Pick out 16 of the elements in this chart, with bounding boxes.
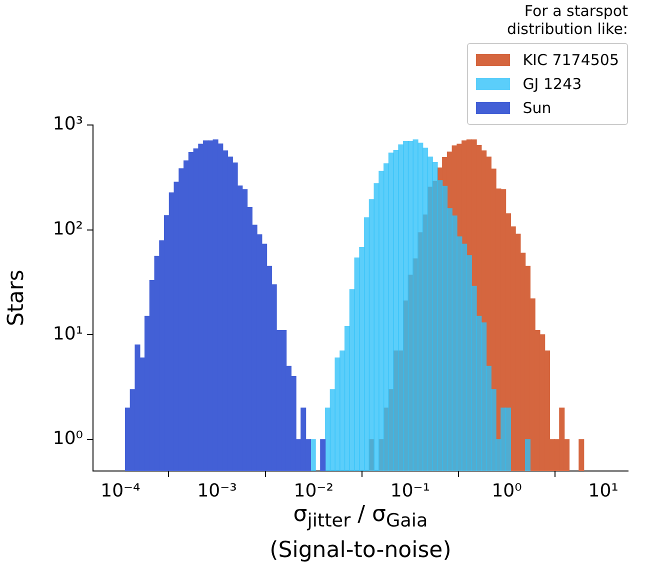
x-tick-label: 10⁰ <box>492 480 522 502</box>
x-tick-label: 10⁻³ <box>197 480 237 502</box>
y-axis-title: Stars <box>4 270 29 326</box>
x-axis-title: σ$_{jitter}$ / σ$_{Gaia}$ (Signal-to-noise) <box>268 501 452 566</box>
x-tick-label: 10¹ <box>588 480 618 502</box>
legend-label: KIC 7174505 <box>522 51 619 69</box>
x-tick-label: 10⁻¹ <box>390 480 430 502</box>
y-tick-label: 10² <box>52 218 83 240</box>
legend-label: Sun <box>522 99 552 117</box>
x-tick-label: 10⁻² <box>294 480 334 502</box>
legend-label: GJ 1243 <box>522 75 582 93</box>
x-tick-label: 10⁻⁴ <box>100 480 140 502</box>
y-tick-label: 10¹ <box>52 323 83 344</box>
legend-title: For a starspot distribution like: <box>506 2 628 38</box>
y-tick-label: 10⁰ <box>52 428 83 450</box>
y-tick-label: 10³ <box>52 114 83 135</box>
